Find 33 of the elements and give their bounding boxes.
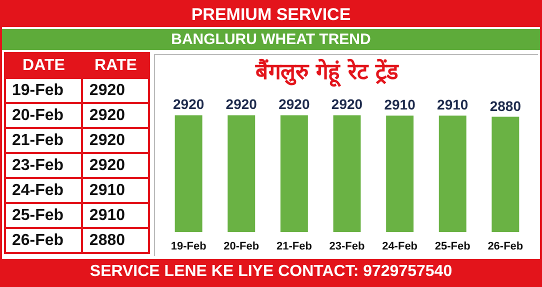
x-tick-label: 19-Feb	[170, 240, 207, 252]
data-label: 2920	[172, 96, 204, 112]
chart-title: PREMIUM SERVICE	[2, 2, 540, 27]
x-tick-label: 20-Feb	[224, 240, 260, 252]
text: 2920	[82, 153, 149, 178]
text: RATE	[82, 53, 149, 78]
text: 2920	[82, 78, 149, 103]
text: DATE	[5, 53, 82, 78]
text: 23-Feb	[5, 153, 82, 178]
data-label: 2880	[490, 98, 522, 114]
data-label: 2910	[437, 96, 468, 113]
text: 20-Feb	[5, 103, 82, 128]
data-label: 2920	[226, 96, 258, 112]
text: 25-Feb	[5, 203, 82, 228]
x-tick-label: 24-Feb	[382, 240, 418, 252]
text: SERVICE LENE KE LIYE CONTACT: 9729757540	[2, 259, 540, 285]
x-tick-label: 23-Feb	[329, 240, 365, 252]
text: 21-Feb	[5, 128, 82, 153]
data-label: 2920	[278, 96, 310, 112]
x-tick-label: 25-Feb	[434, 240, 471, 252]
text: बैंगलुरु गेहूं रेट ट्रेंड	[254, 58, 400, 88]
data-label: 2910	[384, 96, 416, 113]
text: 2880	[82, 228, 149, 253]
chart-subtitle: BANGLURU WHEAT TREND	[2, 29, 540, 50]
text: 19-Feb	[5, 78, 82, 103]
text: 2910	[82, 178, 149, 203]
data-label: 2920	[331, 96, 363, 112]
text: 2910	[82, 203, 149, 228]
x-tick-label: 21-Feb	[276, 240, 312, 252]
text: 2920	[82, 103, 149, 128]
text: 24-Feb	[5, 178, 82, 203]
x-tick-label: 26-Feb	[488, 240, 524, 252]
text: 2920	[82, 128, 149, 153]
